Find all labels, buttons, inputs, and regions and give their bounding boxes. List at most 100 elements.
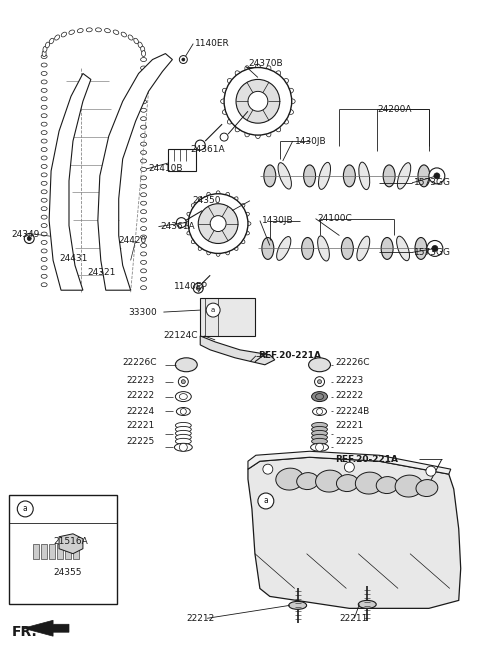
Text: 24321: 24321 bbox=[87, 268, 115, 277]
Text: 22224B: 22224B bbox=[336, 407, 370, 416]
Text: 22222: 22222 bbox=[127, 391, 155, 400]
Ellipse shape bbox=[96, 28, 101, 32]
Ellipse shape bbox=[192, 239, 197, 243]
Ellipse shape bbox=[282, 118, 288, 124]
Ellipse shape bbox=[357, 236, 370, 260]
Ellipse shape bbox=[41, 206, 47, 211]
Polygon shape bbox=[200, 336, 275, 365]
Ellipse shape bbox=[235, 126, 241, 132]
Ellipse shape bbox=[141, 142, 146, 146]
Ellipse shape bbox=[225, 249, 229, 255]
Text: 33300: 33300 bbox=[129, 307, 157, 316]
Text: 22225: 22225 bbox=[127, 437, 155, 446]
Polygon shape bbox=[33, 544, 39, 559]
Ellipse shape bbox=[255, 64, 260, 71]
Ellipse shape bbox=[41, 156, 47, 160]
Ellipse shape bbox=[355, 472, 383, 494]
Ellipse shape bbox=[41, 165, 47, 169]
Ellipse shape bbox=[141, 286, 146, 290]
Circle shape bbox=[429, 168, 445, 184]
Ellipse shape bbox=[41, 215, 47, 219]
Text: 22124C: 22124C bbox=[164, 331, 198, 340]
Ellipse shape bbox=[376, 477, 398, 493]
Ellipse shape bbox=[41, 80, 47, 84]
Circle shape bbox=[315, 443, 324, 451]
Ellipse shape bbox=[45, 42, 49, 48]
Circle shape bbox=[258, 493, 274, 509]
Text: 22225: 22225 bbox=[336, 437, 364, 446]
Ellipse shape bbox=[41, 240, 47, 245]
Ellipse shape bbox=[275, 126, 281, 132]
Ellipse shape bbox=[141, 269, 146, 273]
Text: 24410B: 24410B bbox=[148, 165, 183, 173]
Polygon shape bbox=[41, 544, 47, 559]
Bar bbox=[168, 149, 196, 171]
Circle shape bbox=[344, 462, 354, 472]
Ellipse shape bbox=[134, 38, 138, 44]
Text: 1573GG: 1573GG bbox=[414, 248, 451, 257]
Ellipse shape bbox=[315, 394, 324, 400]
Ellipse shape bbox=[41, 89, 47, 92]
Ellipse shape bbox=[41, 105, 47, 109]
Text: 1430JB: 1430JB bbox=[295, 137, 326, 146]
Ellipse shape bbox=[142, 51, 145, 57]
Circle shape bbox=[236, 79, 280, 123]
Bar bbox=[200, 298, 255, 336]
Ellipse shape bbox=[415, 238, 427, 259]
Ellipse shape bbox=[41, 249, 47, 253]
Ellipse shape bbox=[105, 29, 110, 33]
Ellipse shape bbox=[216, 251, 220, 256]
Ellipse shape bbox=[262, 238, 274, 259]
Circle shape bbox=[432, 245, 438, 251]
Ellipse shape bbox=[358, 600, 376, 608]
Circle shape bbox=[427, 240, 443, 256]
Circle shape bbox=[180, 409, 186, 415]
Circle shape bbox=[263, 464, 273, 474]
Circle shape bbox=[17, 501, 33, 517]
Text: 1573GG: 1573GG bbox=[414, 178, 451, 187]
Ellipse shape bbox=[41, 257, 47, 261]
Circle shape bbox=[193, 283, 203, 293]
Ellipse shape bbox=[304, 165, 315, 187]
Ellipse shape bbox=[141, 218, 146, 222]
Circle shape bbox=[182, 58, 185, 61]
Text: a: a bbox=[264, 497, 268, 505]
Ellipse shape bbox=[141, 91, 146, 95]
Ellipse shape bbox=[43, 46, 47, 52]
Text: 22226C: 22226C bbox=[123, 358, 157, 367]
Ellipse shape bbox=[312, 426, 327, 432]
Ellipse shape bbox=[141, 150, 146, 154]
Ellipse shape bbox=[141, 210, 146, 214]
Ellipse shape bbox=[312, 408, 326, 415]
Text: 24349: 24349 bbox=[12, 230, 40, 239]
Ellipse shape bbox=[141, 117, 146, 120]
Ellipse shape bbox=[243, 230, 250, 235]
Ellipse shape bbox=[141, 235, 146, 239]
Ellipse shape bbox=[222, 89, 229, 94]
Ellipse shape bbox=[141, 260, 146, 264]
Ellipse shape bbox=[174, 443, 192, 451]
Ellipse shape bbox=[41, 232, 47, 236]
Ellipse shape bbox=[198, 245, 203, 251]
Ellipse shape bbox=[275, 71, 281, 77]
Ellipse shape bbox=[282, 79, 288, 84]
Ellipse shape bbox=[141, 100, 146, 104]
Text: 22221: 22221 bbox=[127, 421, 155, 430]
Ellipse shape bbox=[175, 358, 197, 372]
Circle shape bbox=[176, 217, 186, 228]
Ellipse shape bbox=[187, 230, 192, 235]
Text: 22223: 22223 bbox=[336, 376, 364, 385]
Text: 24431: 24431 bbox=[59, 254, 87, 263]
Ellipse shape bbox=[315, 470, 343, 492]
Ellipse shape bbox=[233, 245, 238, 251]
Ellipse shape bbox=[359, 162, 370, 189]
Ellipse shape bbox=[297, 473, 319, 490]
Ellipse shape bbox=[288, 99, 295, 104]
Ellipse shape bbox=[216, 191, 220, 197]
Ellipse shape bbox=[341, 238, 353, 259]
Ellipse shape bbox=[266, 130, 271, 137]
Circle shape bbox=[195, 140, 205, 150]
Ellipse shape bbox=[41, 223, 47, 228]
Text: 24350: 24350 bbox=[192, 196, 221, 205]
Ellipse shape bbox=[141, 167, 146, 171]
